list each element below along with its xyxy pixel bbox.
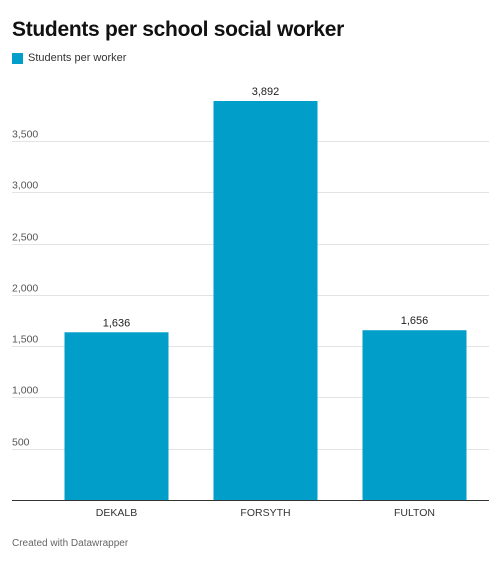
y-tick-label: 3,500	[12, 129, 38, 141]
x-axis-ticks: DEKALB FORSYTH FULTON	[96, 507, 435, 519]
value-label: 3,892	[252, 86, 280, 98]
y-tick-label: 2,500	[12, 232, 38, 244]
y-tick-label: 1,500	[12, 334, 38, 346]
y-tick-label: 3,000	[12, 180, 38, 192]
x-tick-label: FORSYTH	[240, 507, 290, 519]
y-tick-label: 2,000	[12, 283, 38, 295]
y-axis-ticks: 500 1,000 1,500 2,000 2,500 3,000 3,500	[12, 129, 38, 449]
y-tick-label: 1,000	[12, 385, 38, 397]
legend-swatch	[12, 52, 23, 64]
legend: Students per worker	[12, 52, 126, 64]
value-labels: 1,636 3,892 1,656	[103, 86, 429, 329]
bars	[64, 101, 467, 500]
chart-title: Students per school social worker	[12, 18, 345, 41]
x-tick-label: DEKALB	[96, 507, 137, 519]
value-label: 1,656	[401, 315, 429, 327]
value-label: 1,636	[103, 317, 131, 329]
bar-forsyth	[213, 101, 318, 500]
y-tick-label: 500	[12, 437, 30, 449]
bar-fulton	[362, 330, 467, 500]
bar-dekalb	[64, 332, 169, 500]
footer-credit: Created with Datawrapper	[12, 538, 129, 549]
x-tick-label: FULTON	[394, 507, 435, 519]
legend-label: Students per worker	[28, 52, 127, 64]
